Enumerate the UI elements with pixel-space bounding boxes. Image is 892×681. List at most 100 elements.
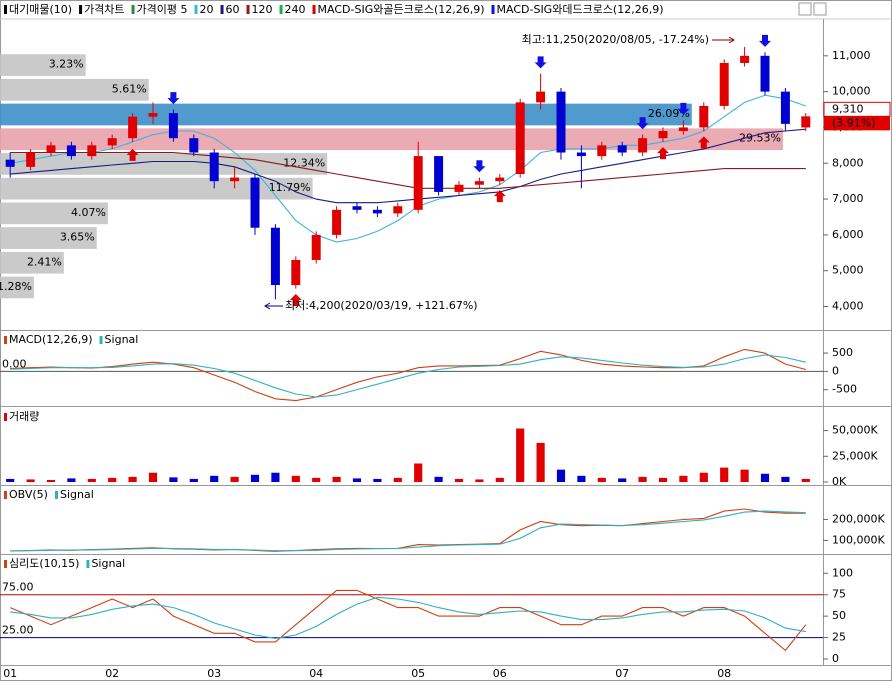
volume-profile-label: 11.79% — [269, 181, 311, 194]
candle-body — [576, 152, 586, 157]
volume-profile-bar — [0, 103, 692, 126]
x-tick-label: 06 — [493, 667, 507, 680]
indicator-line — [10, 596, 806, 639]
moving-average-line — [10, 128, 806, 204]
y-tick-label: 25 — [832, 631, 846, 644]
legend-label: Signal — [60, 488, 94, 501]
volume-profile-label: 3.23% — [49, 58, 84, 71]
candle-body — [617, 145, 627, 153]
volume-bar — [210, 475, 219, 482]
legend-swatch — [4, 336, 7, 344]
volume-bar — [148, 472, 158, 482]
candle-body — [230, 177, 240, 182]
volume-bar — [720, 467, 729, 482]
candle-body — [209, 152, 219, 182]
volume-bar — [332, 476, 341, 482]
volume-bar — [679, 475, 688, 482]
candle-body — [801, 116, 811, 128]
candle-body — [719, 62, 729, 106]
candle-body — [352, 206, 362, 210]
y-tick-label: 25,000K — [832, 449, 878, 462]
high-arrow — [712, 36, 735, 44]
volume-bar — [556, 469, 566, 482]
signal-arrow — [759, 34, 771, 47]
signal-arrow — [126, 148, 139, 161]
legend-label: 가격이평 5 — [137, 3, 188, 16]
y-tick-label: 50 — [832, 609, 846, 622]
volume-profile-bar — [0, 251, 64, 274]
volume-profile-label: 2.41% — [27, 255, 62, 268]
reference-label: 0.00 — [2, 357, 27, 370]
volume-bar — [46, 479, 56, 482]
legend-label: MACD(12,26,9) — [9, 333, 93, 346]
volume-bar — [67, 478, 76, 482]
candle-body — [638, 138, 648, 153]
candle-body — [678, 127, 688, 132]
volume-bar — [618, 478, 627, 482]
close-button[interactable] — [813, 2, 827, 16]
legend-swatch — [79, 5, 83, 14]
volume-bar — [87, 478, 96, 482]
low-arrow — [264, 302, 283, 310]
volume-bar — [781, 476, 790, 482]
x-tick-label: 08 — [717, 667, 731, 680]
y-tick-label: -500 — [832, 383, 857, 396]
legend-swatch — [4, 413, 7, 421]
signal-arrow — [677, 102, 690, 115]
candle-body — [311, 234, 321, 260]
candle-body — [760, 55, 770, 92]
current-change-box — [824, 116, 890, 131]
y-tick-label: 200,000K — [832, 512, 885, 525]
legend-label: OBV(5) — [9, 488, 48, 501]
y-tick-label: 7,000 — [832, 192, 864, 205]
candle-body — [87, 145, 97, 157]
volume-bar — [475, 479, 484, 482]
volume-profile-label: 1.28% — [0, 280, 32, 293]
volume-profile-bar — [0, 202, 108, 225]
candle-body — [270, 227, 280, 286]
current-change-label: (3.91%) — [832, 116, 876, 129]
y-tick-label: 11,000 — [832, 49, 871, 62]
legend-swatch — [279, 5, 283, 14]
moving-average-line — [10, 94, 806, 243]
candle-body — [5, 159, 15, 167]
volume-bar — [26, 479, 35, 482]
candle-body — [66, 145, 76, 157]
candle-body — [454, 184, 464, 192]
y-tick-label: 50,000K — [832, 424, 878, 437]
volume-bar — [760, 473, 770, 482]
legend-swatch — [4, 491, 7, 499]
signal-arrow — [167, 92, 180, 105]
y-tick-label: 6,000 — [832, 228, 864, 241]
reference-label: 75.00 — [2, 581, 34, 594]
candle-body — [26, 152, 36, 167]
legend-swatch — [86, 560, 90, 568]
candle-body — [474, 181, 484, 185]
legend-swatch — [194, 5, 198, 14]
candle-body — [515, 102, 525, 174]
candle-body — [699, 105, 709, 128]
volume-bar — [536, 442, 545, 482]
volume-bar — [454, 478, 464, 482]
x-tick-label: 02 — [105, 667, 119, 680]
legend-label: MACD-SIG와데드크로스(12,26,9) — [497, 3, 664, 16]
volume-bar — [312, 477, 321, 482]
volume-bar — [230, 476, 239, 482]
indicator-line — [10, 354, 806, 398]
legend-label: 가격차트 — [84, 3, 124, 16]
signal-arrow — [657, 147, 669, 160]
legend-swatch — [54, 491, 58, 499]
moving-average-line — [10, 151, 806, 189]
volume-profile-bar — [0, 54, 86, 76]
y-tick-label: 0 — [832, 652, 839, 665]
volume-profile-label: 3.65% — [60, 231, 95, 244]
y-tick-label: 0 — [832, 364, 839, 377]
volume-bar — [169, 477, 178, 482]
volume-bar — [352, 478, 362, 482]
minimize-button[interactable] — [798, 2, 812, 16]
volume-bar — [250, 474, 260, 482]
volume-bar — [516, 428, 525, 482]
legend-label: 120 — [252, 3, 273, 16]
y-tick-label: 100,000K — [832, 533, 885, 546]
